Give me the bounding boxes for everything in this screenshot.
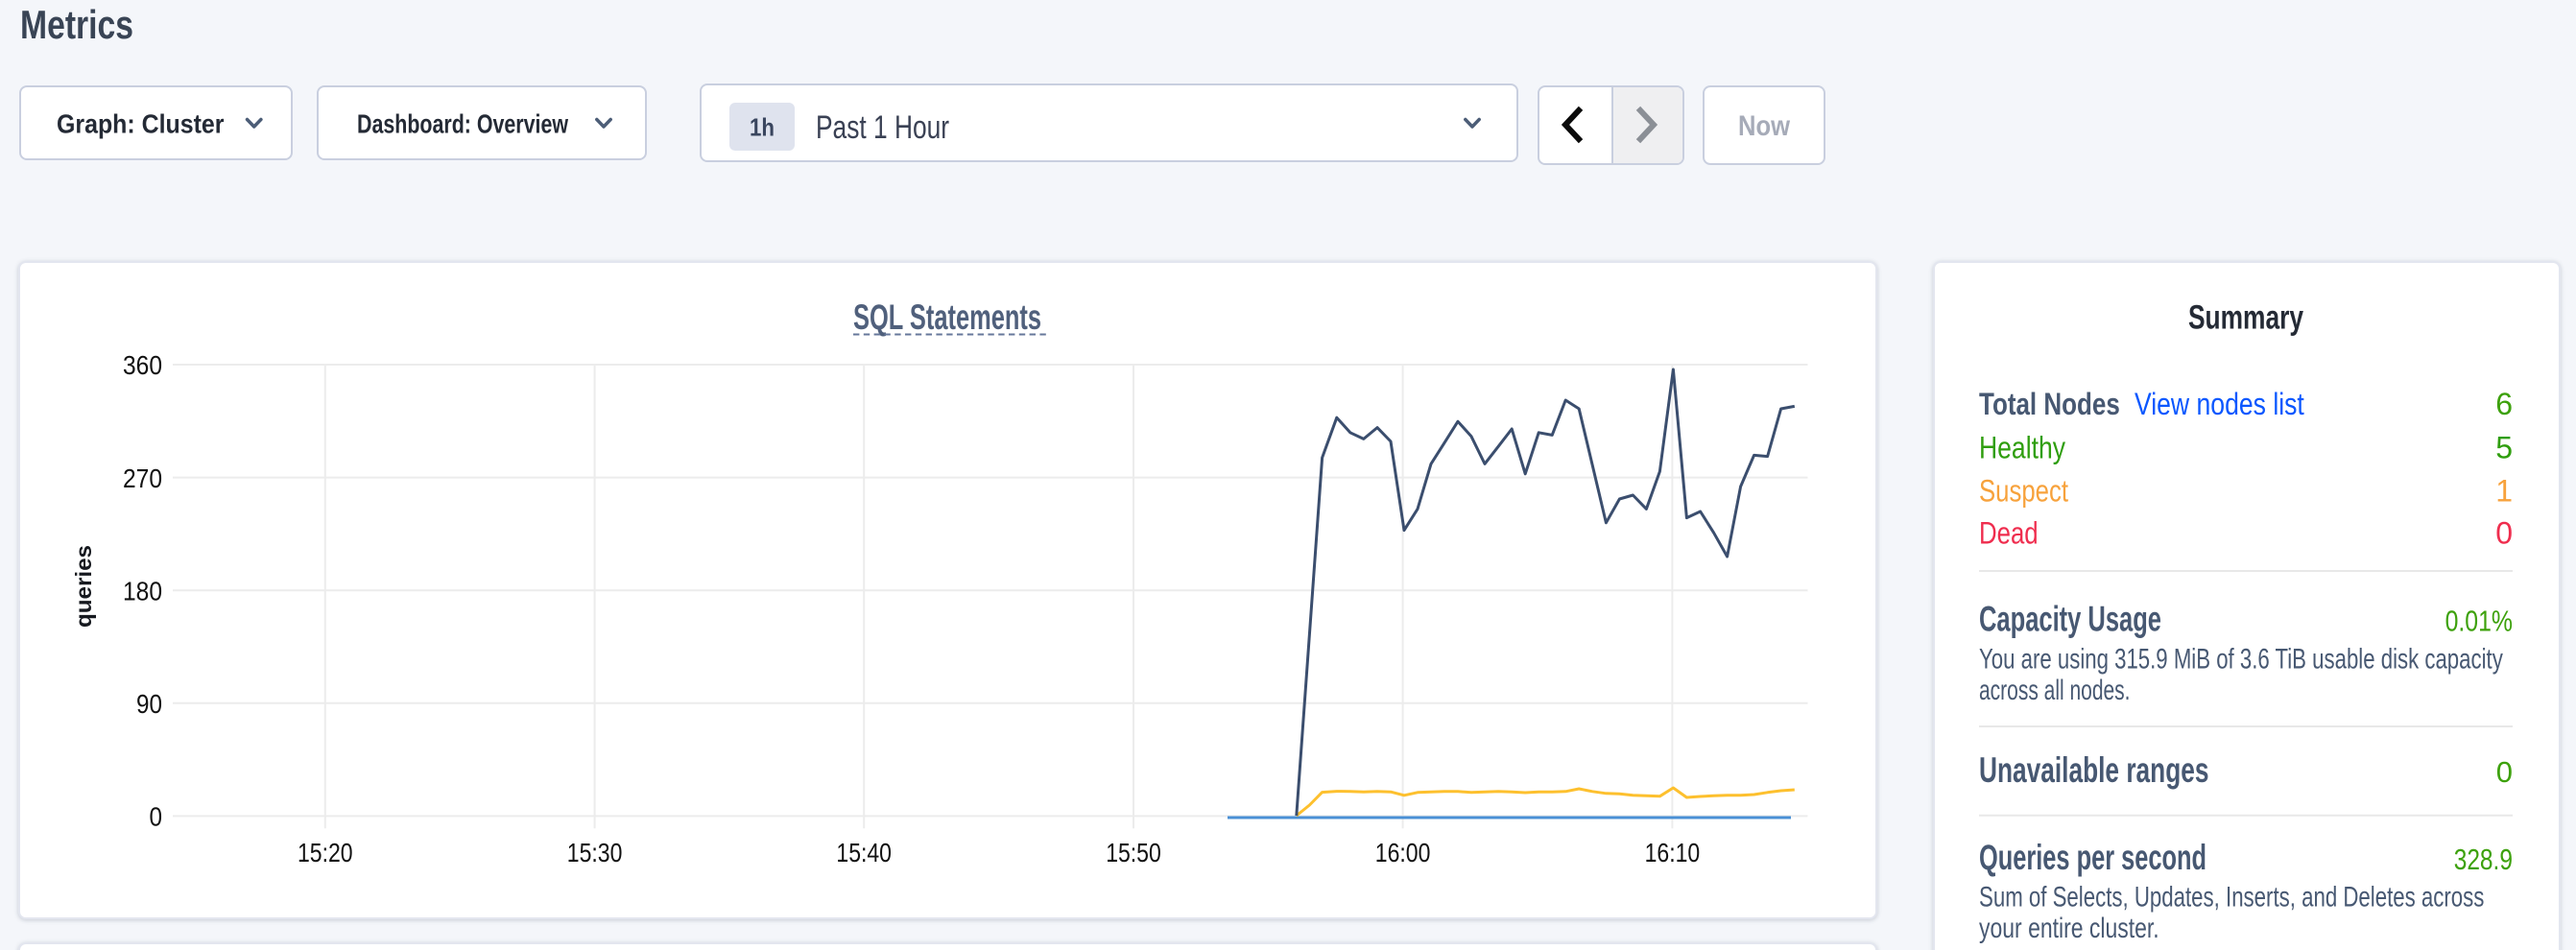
svg-text:Dashboard: Overview: Dashboard: Overview [357,108,568,138]
svg-text:your entire cluster.: your entire cluster. [1979,913,2159,944]
svg-text:SQL Statements: SQL Statements [853,297,1041,337]
svg-text:0: 0 [150,802,163,832]
svg-text:across all nodes.: across all nodes. [1979,675,2131,706]
svg-text:90: 90 [136,689,162,719]
svg-text:Metrics: Metrics [20,2,133,47]
svg-text:15:50: 15:50 [1106,838,1161,867]
svg-text:15:30: 15:30 [567,838,623,867]
svg-text:Queries per second: Queries per second [1979,838,2206,877]
svg-text:0: 0 [2495,516,2513,551]
svg-text:Dead: Dead [1979,516,2039,551]
svg-text:Capacity Usage: Capacity Usage [1979,600,2161,639]
svg-text:Graph: Cluster: Graph: Cluster [57,108,225,138]
svg-text:15:20: 15:20 [298,838,353,867]
svg-text:Now: Now [1738,110,1791,142]
svg-text:360: 360 [123,350,162,380]
svg-text:queries: queries [71,545,96,628]
svg-text:16:10: 16:10 [1645,838,1701,867]
svg-text:0: 0 [2496,755,2513,789]
svg-text:Summary: Summary [2188,299,2303,337]
svg-text:1: 1 [2495,474,2513,509]
svg-text:Past 1 Hour: Past 1 Hour [816,109,949,146]
svg-text:You are using 315.9 MiB of 3.6: You are using 315.9 MiB of 3.6 TiB usabl… [1979,644,2503,676]
svg-text:Unavailable ranges: Unavailable ranges [1979,750,2209,790]
svg-text:16:00: 16:00 [1375,838,1431,867]
svg-text:Suspect: Suspect [1979,474,2068,509]
svg-text:1h: 1h [750,113,775,142]
svg-text:Sum of Selects, Updates, Inser: Sum of Selects, Updates, Inserts, and De… [1979,882,2484,914]
svg-text:270: 270 [123,463,162,493]
svg-text:0.01%: 0.01% [2445,605,2513,638]
svg-text:6: 6 [2495,387,2513,421]
svg-text:180: 180 [123,576,162,606]
svg-text:328.9: 328.9 [2454,843,2513,876]
svg-text:5: 5 [2495,430,2513,464]
svg-text:Healthy: Healthy [1979,430,2065,464]
svg-text:View nodes list: View nodes list [2135,387,2304,421]
svg-text:15:40: 15:40 [836,838,892,867]
svg-text:Total Nodes: Total Nodes [1979,387,2120,421]
